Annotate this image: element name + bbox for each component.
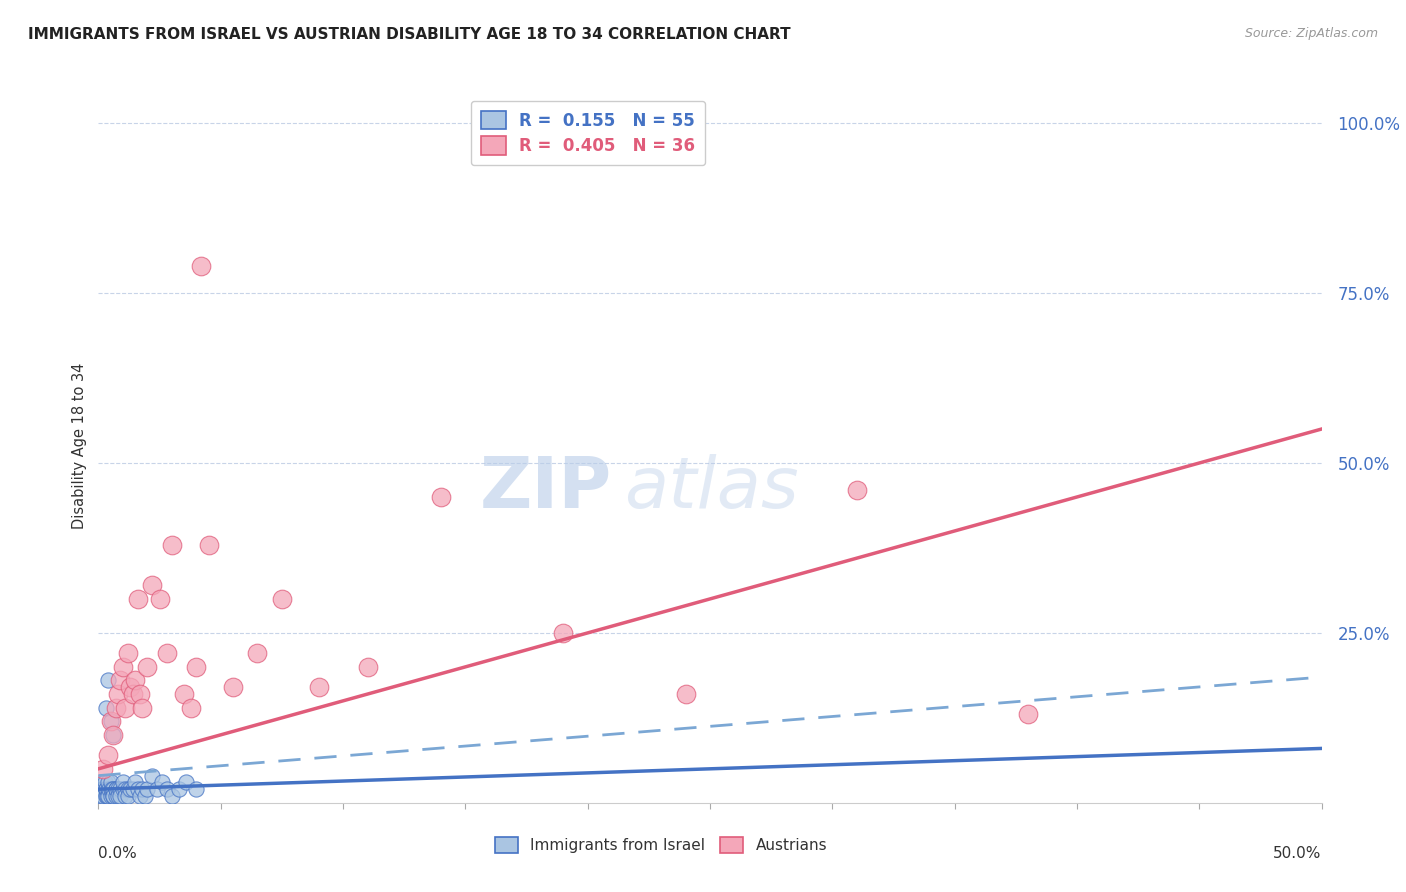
Point: [160, 537, 183, 551]
Point: [110, 789, 132, 803]
Point: [129, 789, 152, 803]
Point: [117, 782, 139, 797]
Point: [246, 646, 269, 660]
Point: [114, 789, 136, 803]
Text: IMMIGRANTS FROM ISRAEL VS AUSTRIAN DISABILITY AGE 18 TO 34 CORRELATION CHART: IMMIGRANTS FROM ISRAEL VS AUSTRIAN DISAB…: [28, 27, 790, 42]
Point: [91, 782, 114, 797]
Point: [104, 782, 127, 797]
Point: [308, 680, 330, 694]
Point: [553, 626, 575, 640]
Point: [146, 782, 169, 797]
Point: [104, 789, 127, 803]
Point: [104, 782, 127, 797]
Point: [94, 700, 117, 714]
Point: [117, 789, 139, 803]
Point: [149, 591, 172, 606]
Point: [270, 591, 294, 606]
Point: [89, 782, 111, 797]
Point: [107, 782, 129, 797]
Text: ZIP: ZIP: [479, 454, 612, 524]
Point: [675, 687, 697, 701]
Point: [96, 789, 118, 803]
Point: [91, 762, 114, 776]
Point: [176, 775, 198, 789]
Point: [97, 775, 120, 789]
Point: [101, 782, 124, 797]
Point: [167, 782, 190, 797]
Point: [110, 782, 132, 797]
Point: [91, 789, 114, 803]
Point: [98, 782, 121, 797]
Y-axis label: Disability Age 18 to 34: Disability Age 18 to 34: [72, 363, 87, 529]
Point: [127, 591, 149, 606]
Point: [156, 646, 179, 660]
Point: [129, 687, 152, 701]
Point: [101, 728, 124, 742]
Point: [127, 782, 149, 797]
Point: [117, 646, 139, 660]
Point: [100, 782, 122, 797]
Point: [141, 769, 163, 783]
Point: [104, 700, 127, 714]
Point: [97, 748, 120, 763]
Point: [90, 789, 112, 803]
Text: 50.0%: 50.0%: [1274, 846, 1322, 861]
Point: [111, 660, 134, 674]
Point: [222, 680, 245, 694]
Point: [121, 687, 143, 701]
Point: [93, 775, 115, 789]
Point: [110, 673, 132, 688]
Point: [97, 789, 120, 803]
Point: [107, 789, 129, 803]
Point: [101, 782, 124, 797]
Point: [100, 714, 122, 729]
Point: [101, 789, 124, 803]
Point: [197, 537, 219, 551]
Point: [156, 782, 179, 797]
Point: [134, 789, 156, 803]
Point: [141, 578, 163, 592]
Point: [111, 782, 134, 797]
Point: [180, 700, 202, 714]
Point: [97, 782, 120, 797]
Point: [131, 782, 153, 797]
Point: [94, 789, 117, 803]
Point: [94, 782, 117, 797]
Point: [100, 789, 122, 803]
Point: [136, 660, 159, 674]
Point: [91, 782, 114, 797]
Text: atlas: atlas: [624, 454, 799, 524]
Point: [186, 782, 208, 797]
Point: [131, 700, 153, 714]
Point: [120, 680, 142, 694]
Text: Source: ZipAtlas.com: Source: ZipAtlas.com: [1244, 27, 1378, 40]
Point: [136, 782, 159, 797]
Point: [190, 259, 212, 273]
Point: [107, 687, 129, 701]
Point: [124, 673, 146, 688]
Point: [100, 714, 122, 729]
Point: [1017, 707, 1039, 722]
Point: [186, 660, 208, 674]
Point: [114, 700, 136, 714]
Point: [100, 775, 122, 789]
Point: [90, 775, 112, 789]
Point: [101, 789, 124, 803]
Point: [173, 687, 195, 701]
Point: [94, 782, 117, 797]
Point: [120, 782, 142, 797]
Point: [114, 782, 136, 797]
Point: [111, 775, 134, 789]
Text: 0.0%: 0.0%: [98, 846, 138, 861]
Point: [101, 728, 124, 742]
Point: [150, 775, 173, 789]
Point: [430, 490, 453, 504]
Point: [160, 789, 183, 803]
Legend: Immigrants from Israel, Austrians: Immigrants from Israel, Austrians: [489, 831, 834, 859]
Point: [124, 775, 146, 789]
Point: [121, 782, 143, 797]
Point: [97, 673, 120, 688]
Point: [356, 660, 378, 674]
Point: [845, 483, 868, 498]
